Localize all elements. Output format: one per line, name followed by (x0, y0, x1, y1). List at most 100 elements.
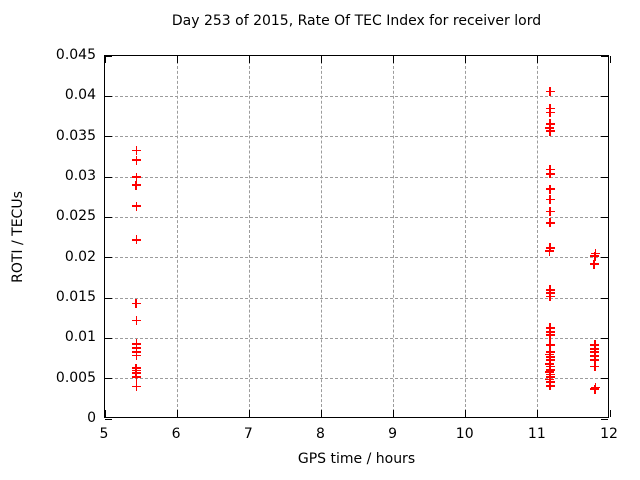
gridline-vertical (176, 56, 178, 417)
y-tick-label: 0.025 (55, 208, 96, 225)
data-point-marker (131, 180, 141, 190)
x-tick-label: 6 (171, 426, 181, 442)
data-point-marker (132, 235, 142, 245)
x-tick-top (609, 56, 611, 63)
data-point-marker (132, 350, 142, 360)
x-tick-top (104, 56, 106, 63)
x-tick-bottom (176, 410, 178, 417)
gridline-vertical (248, 56, 250, 417)
y-tick-left (105, 136, 112, 138)
y-tick-right (601, 136, 608, 138)
y-tick-label: 0.035 (55, 127, 96, 144)
gridline-horizontal (105, 378, 608, 380)
data-point-marker (545, 107, 555, 117)
data-point-marker (132, 145, 142, 155)
y-tick-right (601, 176, 608, 178)
x-tick-bottom (320, 410, 322, 417)
data-point-marker (544, 246, 554, 256)
x-tick-top (537, 56, 539, 63)
y-tick-left (105, 337, 112, 339)
x-tick-label: 5 (99, 426, 109, 442)
data-point-marker (545, 218, 555, 228)
x-tick-top (320, 56, 322, 63)
data-point-marker (545, 184, 555, 194)
x-tick-bottom (248, 410, 250, 417)
y-tick-left (105, 257, 112, 259)
data-point-marker (545, 330, 555, 340)
data-point-marker (132, 172, 142, 182)
y-tick-label: 0.005 (55, 369, 96, 386)
data-point-marker (132, 372, 142, 382)
x-tick-bottom (465, 410, 467, 417)
x-tick-top (393, 56, 395, 63)
data-point-marker (545, 195, 555, 205)
y-tick-label: 0.04 (64, 87, 96, 104)
x-tick-label: 11 (527, 426, 546, 442)
x-tick-bottom (609, 410, 611, 417)
y-tick-label: 0.045 (55, 47, 96, 63)
data-point-marker (545, 381, 555, 391)
x-tick-bottom (537, 410, 539, 417)
x-tick-label: 9 (388, 426, 398, 442)
gridline-horizontal (105, 216, 608, 218)
data-point-marker (545, 169, 555, 179)
y-tick-label: 0.01 (64, 329, 96, 346)
data-point-marker (590, 355, 600, 365)
gridline-horizontal (105, 337, 608, 339)
y-tick-left (105, 55, 112, 57)
y-tick-right (601, 337, 608, 339)
data-point-marker (545, 86, 555, 96)
x-tick-top (465, 56, 467, 63)
gridline-horizontal (105, 95, 608, 97)
y-tick-right (601, 55, 608, 57)
x-tick-top (176, 56, 178, 63)
data-point-marker (132, 382, 142, 392)
y-tick-label: 0.02 (64, 248, 96, 265)
y-tick-right (601, 95, 608, 97)
y-tick-left (105, 216, 112, 218)
data-point-marker (545, 340, 555, 350)
x-tick-bottom (104, 410, 106, 417)
data-point-marker (131, 299, 141, 309)
gridline-horizontal (105, 136, 608, 138)
x-tick-label: 8 (315, 426, 325, 442)
y-tick-right (601, 378, 608, 380)
y-tick-right (601, 297, 608, 299)
data-point-marker (545, 207, 555, 217)
x-axis-label: GPS time / hours (297, 451, 416, 467)
y-tick-right (601, 216, 608, 218)
y-tick-left (105, 176, 112, 178)
chart-title: Day 253 of 2015, Rate Of TEC Index for r… (171, 13, 542, 29)
gridline-vertical (537, 56, 539, 417)
x-tick-label: 10 (455, 426, 474, 442)
y-tick-left (105, 418, 112, 420)
gridline-vertical (393, 56, 395, 417)
x-tick-top (248, 56, 250, 63)
plot-area (104, 55, 611, 420)
x-tick-label: 12 (600, 426, 618, 442)
data-point-marker (545, 291, 555, 301)
y-tick-label: 0.015 (55, 289, 96, 305)
data-point-marker (590, 251, 600, 261)
data-point-marker (545, 126, 555, 136)
y-tick-right (601, 257, 608, 259)
data-point-marker (590, 362, 600, 372)
y-tick-label: 0 (87, 410, 96, 426)
data-point-marker (590, 384, 600, 394)
gridline-horizontal (105, 297, 608, 299)
gridline-horizontal (105, 176, 608, 178)
x-tick-bottom (393, 410, 395, 417)
y-tick-left (105, 95, 112, 97)
y-tick-label: 0.03 (64, 168, 96, 184)
data-point-marker (132, 316, 142, 326)
data-point-marker (589, 259, 599, 269)
gridline-vertical (465, 56, 467, 417)
gridline-horizontal (105, 257, 608, 259)
x-tick-label: 7 (243, 426, 253, 442)
y-tick-left (105, 378, 112, 380)
y-tick-left (105, 297, 112, 299)
data-point-marker (132, 201, 142, 211)
gridline-vertical (320, 56, 322, 417)
y-tick-right (601, 418, 608, 420)
